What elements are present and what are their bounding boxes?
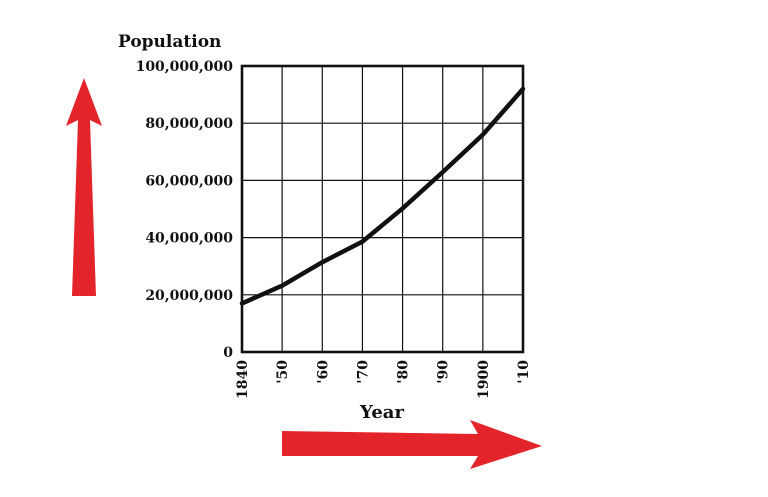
series-line-population	[239, 86, 526, 306]
y-tick-label: 40,000,000	[145, 231, 233, 247]
y-tick-labels: 0 20,000,000 40,000,000 60,000,000 80,000,00…	[136, 59, 234, 361]
y-tick-label: 60,000,000	[145, 173, 233, 189]
y-tick-label: 80,000,000	[145, 116, 233, 132]
x-tick-label: '70	[355, 360, 371, 384]
y-tick-label: 0	[223, 345, 233, 361]
plot-frame	[240, 64, 525, 354]
x-tick-label: 1900	[476, 360, 492, 399]
x-tick-labels: 1840 '50 '60 '70 '80 '90 1900 '10	[235, 360, 532, 399]
red-up-arrow-icon	[66, 78, 102, 296]
x-tick-label: 1840	[235, 360, 251, 399]
x-tick-label: '90	[436, 360, 452, 384]
y-tick-label: 100,000,000	[136, 59, 234, 75]
y-axis-label: Population	[118, 32, 221, 52]
red-right-arrow-icon	[282, 420, 542, 469]
grid	[241, 65, 524, 353]
x-tick-label: '80	[396, 360, 412, 384]
y-tick-label: 20,000,000	[145, 288, 233, 304]
x-axis-label: Year	[359, 402, 404, 423]
x-tick-label: '10	[516, 360, 532, 384]
x-tick-label: '60	[315, 360, 331, 384]
x-tick-label: '50	[275, 360, 291, 384]
